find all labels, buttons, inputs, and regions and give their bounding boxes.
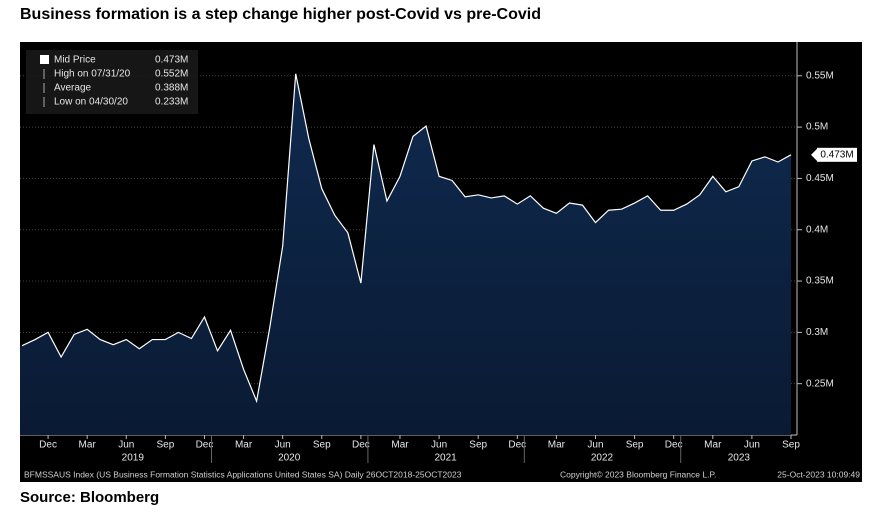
x-tick-label: Mar — [391, 440, 409, 451]
x-tick-label: Sep — [469, 440, 487, 451]
x-tick-label: Dec — [39, 440, 57, 451]
year-label: 2019 — [122, 453, 145, 464]
legend-value: 0.233M — [155, 97, 188, 108]
y-tick-label: 0.35M — [806, 276, 834, 287]
legend-name: High on 07/31/20 — [54, 69, 131, 80]
year-label: 2023 — [728, 453, 751, 464]
legend-value: 0.473M — [155, 55, 188, 66]
x-tick-label: Dec — [196, 440, 214, 451]
x-tick-label: Jun — [431, 440, 447, 451]
x-tick-label: Mar — [704, 440, 722, 451]
x-tick-label: Jun — [118, 440, 134, 451]
legend-box — [26, 50, 198, 114]
y-tick-label: 0.5M — [806, 122, 828, 133]
y-tick-label: 0.45M — [806, 173, 834, 184]
footer-right: 25-Oct-2023 10:09:49 — [777, 469, 860, 479]
legend-name: Average — [54, 83, 92, 94]
x-tick-label: Jun — [587, 440, 603, 451]
last-label-box — [817, 147, 857, 162]
x-tick-label: Mar — [79, 440, 97, 451]
line — [21, 73, 792, 404]
source: Source: Bloomberg — [20, 489, 159, 506]
x-tick-label: Mar — [235, 440, 253, 451]
y-tick-label: 0.55M — [806, 70, 834, 81]
x-tick-label: Dec — [508, 440, 526, 451]
area — [20, 73, 791, 435]
legend-name: Mid Price — [54, 55, 96, 66]
y-tick-label: 0.25M — [806, 378, 834, 389]
x-tick-label: Mar — [548, 440, 566, 451]
y-tick-label: 0.4M — [806, 224, 828, 235]
x-tick-label: Jun — [744, 440, 760, 451]
x-tick-label: Dec — [665, 440, 683, 451]
legend-value: 0.552M — [155, 69, 188, 80]
x-tick-label: Sep — [313, 440, 331, 451]
year-label: 2021 — [434, 453, 457, 464]
x-tick-label: Jun — [275, 440, 291, 451]
legend-name: Low on 04/30/20 — [54, 97, 128, 108]
last-label: 0.473M — [820, 149, 853, 160]
footer-mid: Copyright© 2023 Bloomberg Finance L.P. — [560, 469, 716, 479]
year-label: 2022 — [591, 453, 614, 464]
legend-value: 0.388M — [155, 83, 188, 94]
legend-swatch — [40, 55, 49, 64]
footer-left: BFMSSAUS Index (US Business Formation St… — [24, 469, 462, 479]
chart-title: Business formation is a step change high… — [20, 6, 541, 23]
x-tick-label: Dec — [352, 440, 370, 451]
x-tick-label: Sep — [626, 440, 644, 451]
x-tick-label: Sep — [782, 440, 800, 451]
year-label: 2020 — [278, 453, 301, 464]
x-tick-label: Sep — [156, 440, 174, 451]
y-tick-label: 0.3M — [806, 327, 828, 338]
last-label-arrow — [811, 148, 817, 161]
